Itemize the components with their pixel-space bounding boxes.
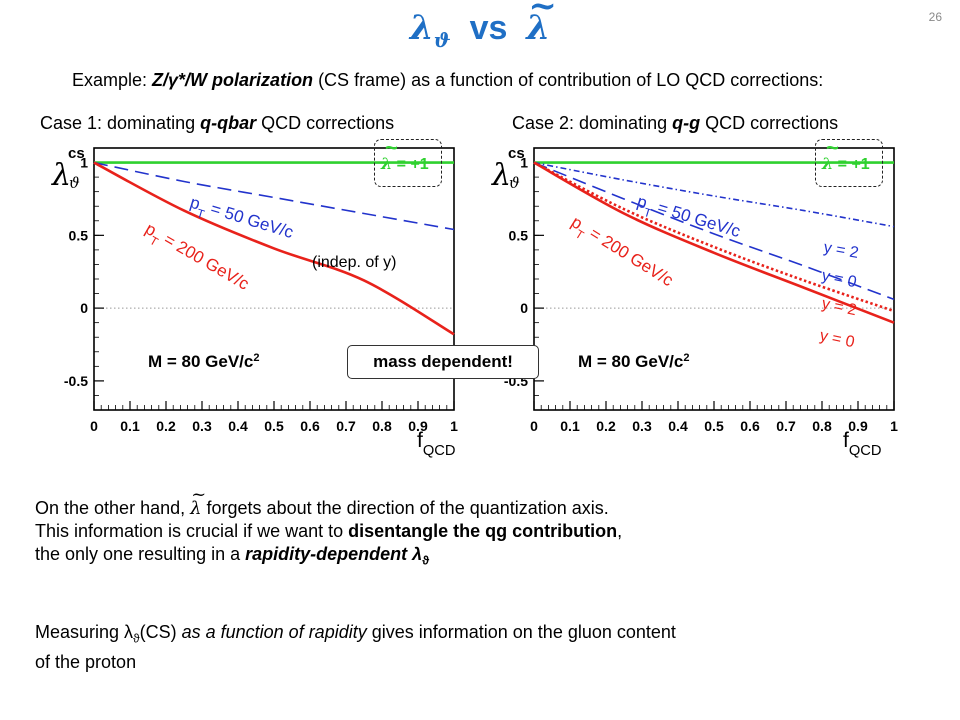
paragraph-measuring: Measuring λϑ(CS) as a function of rapidi… <box>35 621 676 674</box>
x-tick-label: 1 <box>890 418 898 434</box>
x-axis-label: fQCD <box>417 429 455 459</box>
title-vs: vs <box>469 9 508 47</box>
series-line-4 <box>533 161 895 324</box>
lambda-tilde-box-case2: ~ λ = +1 <box>815 135 883 187</box>
y-label-cs: cs <box>68 145 85 162</box>
series-line-2 <box>93 161 455 336</box>
case2-heading: Case 2: dominating q-g QCD corrections <box>512 113 839 133</box>
paragraph-other-hand: On the other hand, ~ λ forgets about the … <box>35 484 623 573</box>
para1-line3: the only one resulting in a rapidity-dep… <box>35 544 430 568</box>
x-tick-label: 0.6 <box>300 418 320 434</box>
x-tick-label: 0.3 <box>632 418 652 434</box>
x-tick-label: 0.2 <box>596 418 616 434</box>
slide-number: 26 <box>928 10 942 24</box>
slide-title: λϑ vs ~ λ <box>0 0 960 52</box>
para2-line2: of the proton <box>35 651 137 672</box>
x-tick-label: 0.9 <box>408 418 428 434</box>
y-label-lambda: λ <box>51 158 71 193</box>
para1-line1: On the other hand, ~ λ forgets about the … <box>35 484 609 519</box>
series-line-2 <box>533 161 895 301</box>
x-tick-label: 0.1 <box>560 418 580 434</box>
title-lambda-tilde: ~ λ <box>526 0 557 48</box>
x-tick-label: 0.4 <box>668 418 688 434</box>
chart-case1: 0 0.1 0.2 0.3 0.4 0.5 0.6 0.7 0.8 0.9 1 1 0.5 0 -0.5 λc… <box>51 145 458 459</box>
x-tick-label: 0.8 <box>812 418 832 434</box>
y-tick-label: 0.5 <box>509 227 529 243</box>
annotation-2: y = 2 <box>822 239 860 262</box>
example-line: Example: Z/γ*/W polarization (CS frame) … <box>72 70 824 90</box>
series-line-3 <box>533 161 895 313</box>
y-axis-label: λcs ϑ <box>491 145 525 193</box>
x-tick-label: 0.9 <box>848 418 868 434</box>
y-tick-label: 0 <box>520 300 528 316</box>
y-tick-label: 0 <box>80 300 88 316</box>
annotation-0: pT = 50 GeV/c <box>633 192 743 247</box>
y-tick-label: 1 <box>520 155 528 171</box>
x-tick-label: 0 <box>90 418 98 434</box>
y-label-theta: ϑ <box>69 174 80 192</box>
series-line-1 <box>93 161 455 231</box>
annotation-6: M = 80 GeV/c2 <box>578 352 690 371</box>
y-tick-label: 0.5 <box>69 227 89 243</box>
x-tick-label: 0.5 <box>704 418 724 434</box>
mass-dependent-callout: mass dependent! <box>347 345 539 379</box>
annotation-4: y = 2 <box>820 295 858 319</box>
y-tick-label: -0.5 <box>64 373 88 389</box>
x-tick-label: 0.2 <box>156 418 176 434</box>
x-tick-label: 0.3 <box>192 418 212 434</box>
x-tick-label: 1 <box>450 418 458 434</box>
x-tick-label: 0.7 <box>336 418 356 434</box>
x-tick-label: 0 <box>530 418 538 434</box>
annotation-3: y = 0 <box>820 267 858 291</box>
y-label-cs: cs <box>508 145 525 162</box>
x-axis-label: fQCD <box>843 429 881 459</box>
x-tick-label: 0.6 <box>740 418 760 434</box>
x-tick-label: 0.1 <box>120 418 140 434</box>
y-label-theta: ϑ <box>509 174 520 192</box>
y-axis-label: λcs ϑ <box>51 145 85 193</box>
lambda-tilde-box-case1: ~ λ = +1 <box>374 135 442 187</box>
x-tick-label: 0.5 <box>264 418 284 434</box>
y-tick-label: 1 <box>80 155 88 171</box>
title-lambda-theta: λϑ <box>409 8 451 52</box>
chart-case2: 0 0.1 0.2 0.3 0.4 0.5 0.6 0.7 0.8 0.9 110.50-0.5λc… <box>491 145 898 459</box>
annotation-1: pT = 200 GeV/c <box>139 219 253 299</box>
case1-heading: Case 1: dominating q-qbar QCD correction… <box>40 113 395 133</box>
annotation-3: M = 80 GeV/c2 <box>148 352 260 371</box>
x-tick-label: 0.7 <box>776 418 796 434</box>
para1-line2: This information is crucial if we want t… <box>35 521 623 541</box>
x-tick-label: 0.8 <box>372 418 392 434</box>
x-tick-label: 0.4 <box>228 418 248 434</box>
annotation-2: (indep. of y) <box>312 254 396 271</box>
para2-line1: Measuring λϑ(CS) as a function of rapidi… <box>35 622 676 646</box>
y-label-lambda: λ <box>491 158 511 193</box>
annotation-5: y = 0 <box>818 327 856 351</box>
